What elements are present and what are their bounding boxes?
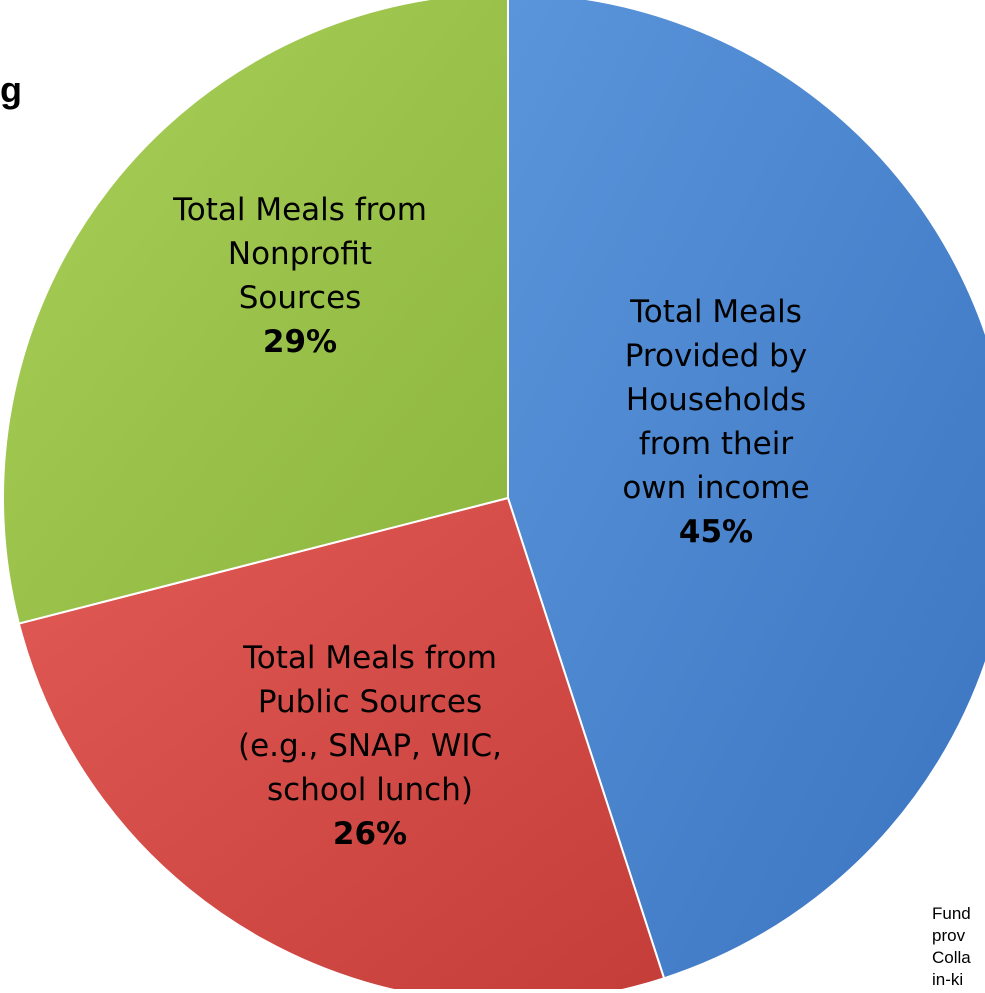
slice-percent-label: 26% — [332, 816, 408, 852]
slice-label-line: from their — [638, 426, 794, 462]
slice-label-line: Total Meals from — [243, 640, 497, 676]
slice-label-line: Households — [625, 382, 807, 418]
pie-slice-public — [17, 496, 666, 993]
pie-slice-households — [507, 0, 985, 980]
slice-label-line: Public Sources — [257, 684, 483, 720]
slice-label-households: Total Meals Provided by Households from … — [580, 290, 852, 554]
slice-label-line: Total Meals from — [173, 192, 427, 228]
slice-label-line: (e.g., SNAP, WIC, — [237, 728, 503, 764]
pie-slice-nonprofit — [2, 0, 509, 625]
footnote-line: in-ki — [932, 970, 964, 989]
slice-label-line: Provided by — [624, 338, 808, 374]
slice-label-nonprofit: Total Meals from Nonprofit Sources 29% — [130, 188, 470, 364]
slice-percent-label: 29% — [262, 324, 338, 360]
footnote-line: Fund — [932, 904, 971, 923]
slice-label-public: Total Meals from Public Sources (e.g., S… — [190, 636, 550, 856]
slice-label-line: Total Meals — [630, 294, 802, 330]
footnote-line: prov — [932, 926, 966, 945]
slice-label-line: Nonprofit — [227, 236, 373, 272]
slice-percent-label: 45% — [678, 514, 754, 550]
footnote-line: Colla — [932, 948, 971, 967]
clipped-title-glyph: g — [0, 69, 22, 110]
slice-label-line: own income — [622, 470, 810, 506]
footnote: Fund prov Colla in-ki — [932, 903, 971, 991]
slice-label-line: Sources — [238, 280, 362, 316]
slice-label-line: school lunch) — [267, 772, 473, 808]
